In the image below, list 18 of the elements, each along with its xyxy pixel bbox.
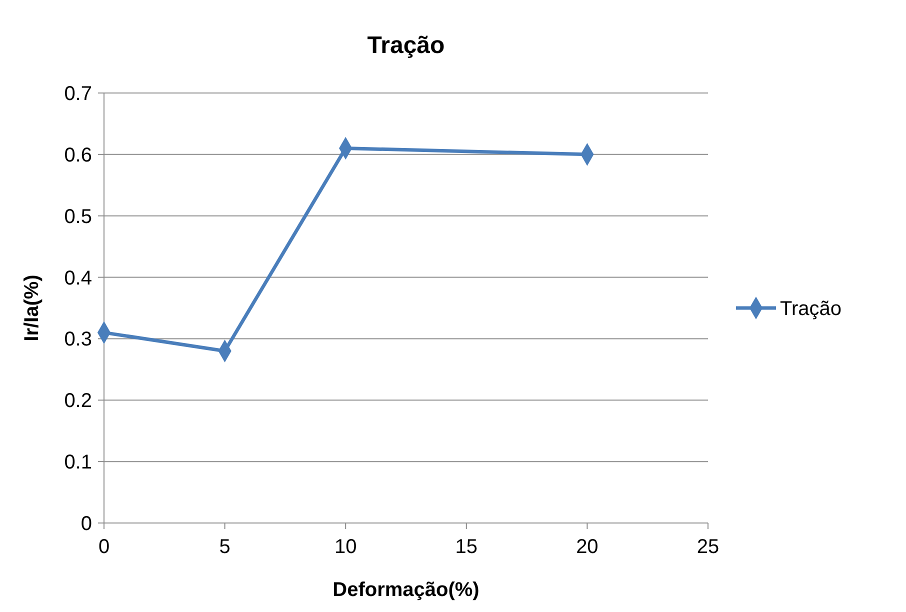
x-tick-label: 25	[696, 536, 720, 558]
x-tick-label: 15	[455, 536, 478, 558]
y-tick-label: 0.7	[64, 83, 92, 105]
x-axis-title: Deformação(%)	[332, 579, 480, 601]
x-tick-label: 20	[576, 536, 598, 558]
y-tick-label: 0.3	[64, 328, 92, 351]
y-tick-label: 0.2	[64, 390, 92, 412]
y-tick-label: 0.1	[64, 452, 92, 474]
y-tick-label: 0.5	[64, 206, 92, 228]
y-tick-label: 0.6	[64, 144, 92, 166]
chart-title: Tração	[367, 32, 445, 59]
y-tick-label: 0	[80, 513, 92, 535]
legend-label: Tração	[780, 298, 842, 320]
y-tick-label: 0.4	[64, 267, 92, 290]
y-axis-title: Ir/Ia(%)	[21, 274, 43, 342]
x-tick-label: 5	[219, 536, 230, 558]
x-tick-label: 10	[334, 536, 357, 558]
x-tick-label: 0	[98, 536, 110, 558]
